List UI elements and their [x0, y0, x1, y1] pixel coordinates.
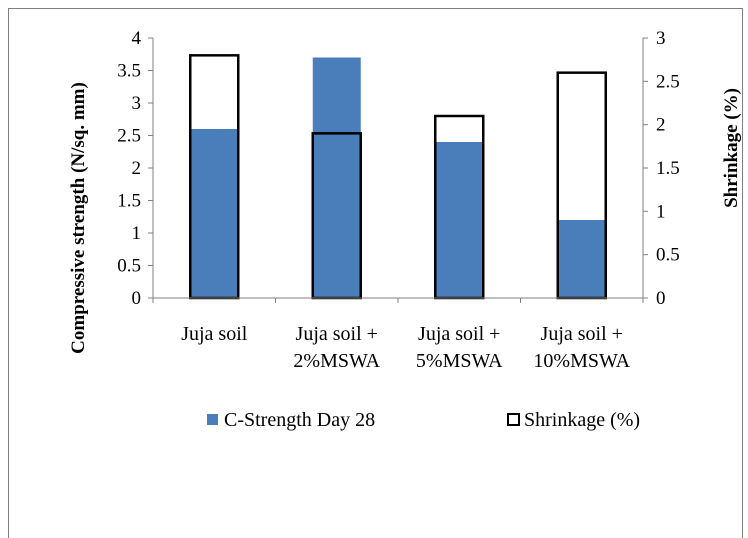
right-tick-label: 1 — [656, 201, 666, 222]
category-label: Juja soil — [181, 323, 248, 345]
category-label: Juja soil + — [541, 323, 623, 345]
left-tick-label: 3 — [132, 93, 142, 114]
legend: C-Strength Day 28 Shrinkage (%) — [207, 409, 640, 431]
right-axis-ticks: 0 0.5 1 1.5 2 2.5 3 — [643, 28, 680, 309]
category-label: Juja soil + — [418, 323, 500, 345]
left-tick-label: 1 — [132, 223, 142, 244]
left-tick-label: 0.5 — [117, 256, 141, 277]
bar-c-strength — [435, 142, 484, 298]
left-tick-label: 3.5 — [117, 61, 141, 82]
category-label: 10%MSWA — [533, 350, 630, 372]
right-tick-label: 0.5 — [656, 245, 680, 266]
legend-label-c-strength: C-Strength Day 28 — [224, 409, 375, 431]
right-tick-label: 0 — [656, 288, 666, 309]
category-label: 2%MSWA — [293, 350, 380, 372]
left-tick-label: 0 — [132, 288, 142, 309]
right-axis-title: Shrinkage (%) — [721, 88, 742, 208]
right-tick-label: 2 — [656, 115, 666, 136]
legend-swatch-shrinkage — [507, 413, 520, 426]
bar-c-strength — [312, 57, 361, 298]
left-tick-label: 2.5 — [117, 126, 141, 147]
bar-c-strength — [557, 220, 606, 298]
left-axis-title: Compressive strength (N/sq. mm) — [68, 82, 89, 354]
right-tick-label: 3 — [656, 28, 666, 49]
bar-c-strength — [190, 129, 239, 298]
chart-frame — [8, 8, 743, 538]
category-label: 5%MSWA — [416, 350, 503, 372]
right-tick-label: 2.5 — [656, 71, 680, 92]
right-tick-label: 1.5 — [656, 158, 680, 179]
left-tick-label: 1.5 — [117, 191, 141, 212]
left-tick-label: 2 — [132, 158, 142, 179]
legend-label-shrinkage: Shrinkage (%) — [524, 409, 640, 431]
bar-series — [152, 54, 644, 303]
category-labels: Juja soil Juja soil + 2%MSWA Juja soil + 5%M… — [181, 323, 630, 372]
legend-swatch-c-strength — [207, 414, 218, 425]
left-axis-ticks: 0 0.5 1 1.5 2 2.5 3 3.5 4 — [117, 28, 153, 309]
left-tick-label: 4 — [132, 28, 142, 49]
category-label: Juja soil + — [296, 323, 378, 345]
